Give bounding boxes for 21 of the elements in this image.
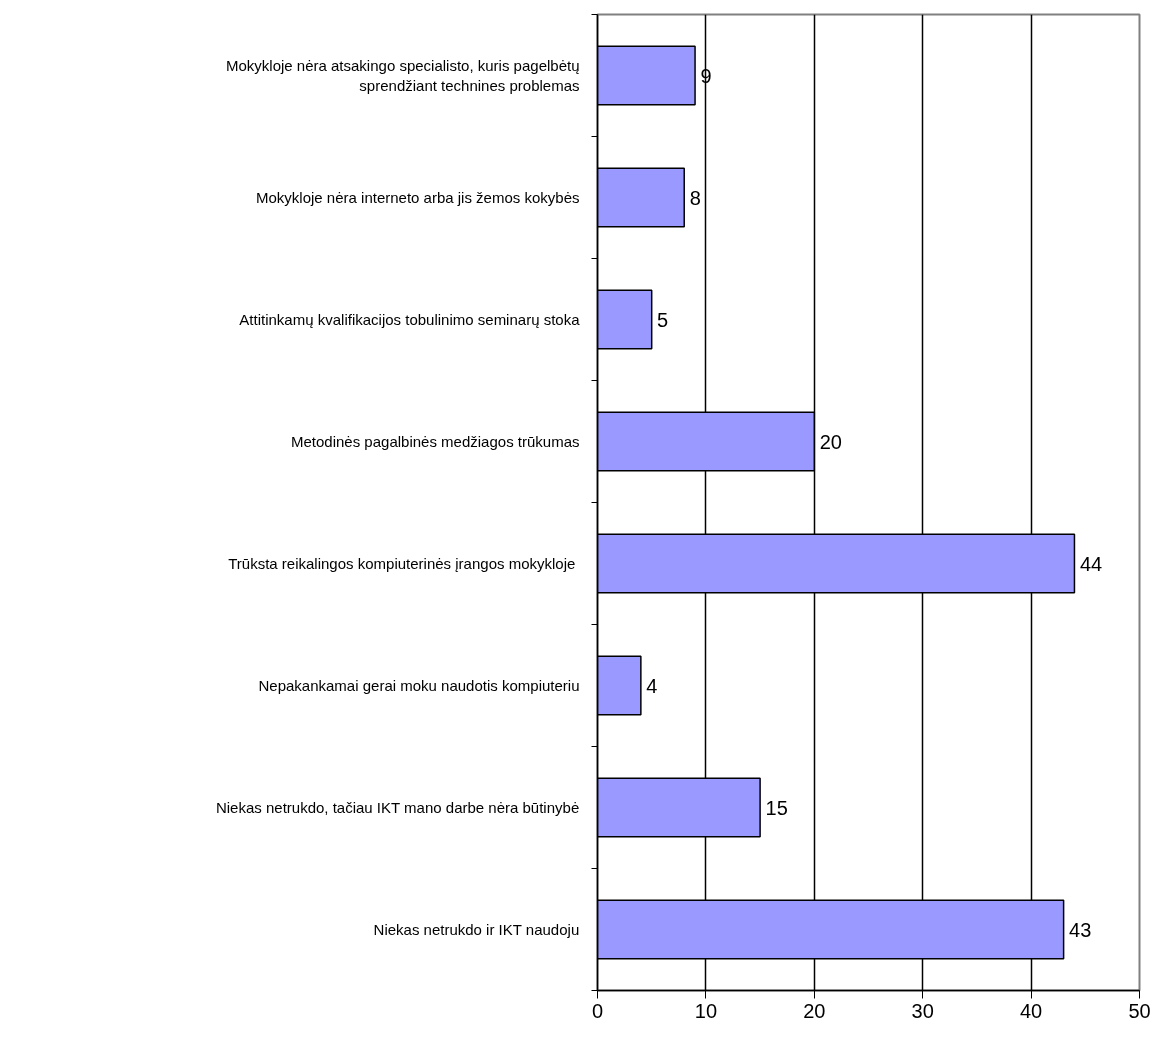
y-tick-label: Trūksta reikalingos kompiuterinės įrangos mokykloje: [228, 555, 576, 572]
x-tick-label: 10: [694, 999, 718, 1022]
y-tick-label: Niekas netrukdo, tačiau IKT mano darbe nėra būtinybė: [215, 799, 580, 816]
data-label: 43: [1069, 918, 1092, 941]
y-tick-label: Nepakankamai gerai moku naudotis kompiuteriu: [258, 677, 580, 694]
y-tick-label: Niekas netrukdo ir IKT naudoju: [373, 921, 580, 938]
x-tick-label: 50: [1128, 999, 1151, 1022]
x-tick-label: 0: [591, 999, 604, 1022]
y-tick-label: Mokykloje nėra interneto arba jis žemos kokybės: [256, 189, 580, 206]
data-label: 8: [689, 186, 701, 209]
y-tick-label: Metodinės pagalbinės medžiagos trūkumas: [291, 433, 580, 450]
data-label: 5: [657, 308, 669, 331]
data-label: 44: [1079, 552, 1103, 575]
x-tick-label: 20: [803, 999, 826, 1022]
x-tick-label: 30: [911, 999, 934, 1022]
x-tick-label: 40: [1019, 999, 1043, 1022]
data-label: 20: [819, 430, 842, 453]
y-tick-label: Attitinkamų kvalifikacijos tobulinimo seminarų stoka: [239, 311, 581, 328]
y-tick-label: Mokykloje nėra atsakingo specialisto, kuris pagelbėtų sprendžiant technines problemas: [225, 56, 580, 95]
data-label: 4: [646, 674, 658, 697]
data-label: 15: [765, 796, 788, 819]
